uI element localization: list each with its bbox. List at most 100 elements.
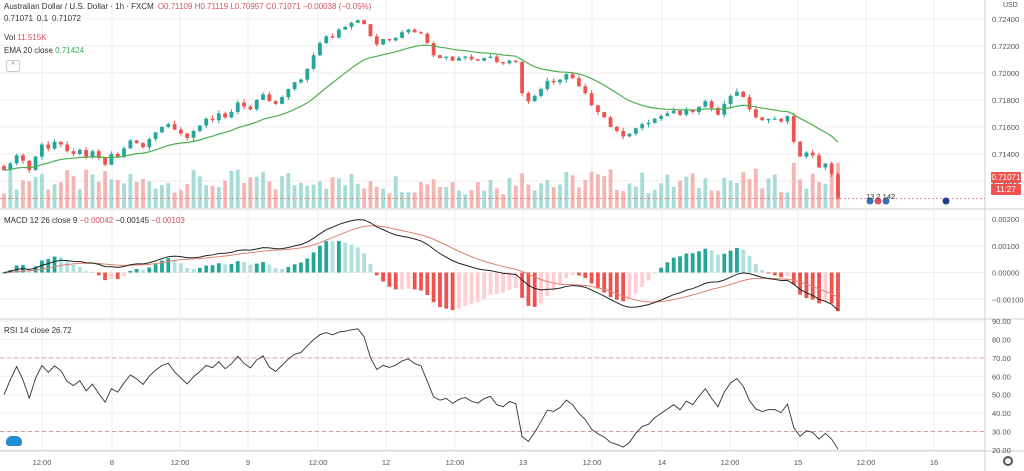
volume-bar	[292, 185, 297, 208]
volume-bar	[381, 188, 385, 208]
candle-body	[589, 93, 594, 106]
macd-histogram-bar	[539, 272, 543, 304]
candle-body	[40, 144, 44, 157]
cloud-icon[interactable]	[6, 436, 22, 446]
macd-histogram-bar	[261, 261, 265, 273]
volume-bar	[804, 188, 809, 208]
volume-bar	[305, 185, 310, 208]
time-tick-label: 9	[246, 458, 250, 467]
spread-value: 0.1	[36, 14, 49, 23]
candle-body	[368, 24, 373, 37]
volume-bar	[488, 179, 493, 208]
macd-histogram-bar	[381, 272, 385, 282]
volume-bar	[577, 187, 581, 208]
candle-body	[431, 43, 436, 56]
macd-histogram-bar	[798, 272, 802, 295]
candle-body	[766, 118, 771, 121]
macd-histogram-bar	[621, 272, 626, 302]
time-tick-label: 12:00	[171, 458, 190, 467]
time-tick-label: 14	[658, 458, 666, 467]
macd-histogram-bar	[665, 262, 670, 273]
macd-histogram-bar	[419, 272, 423, 291]
volume-bar	[128, 173, 133, 208]
volume-bar	[166, 183, 171, 208]
candle-body	[513, 60, 518, 63]
macd-histogram-bar	[355, 247, 360, 273]
volume-bar	[475, 182, 480, 208]
macd-histogram-bar	[589, 272, 594, 284]
candle-body	[728, 95, 733, 104]
candle-body	[286, 89, 291, 98]
last-price-tag: 0.71071	[991, 172, 1021, 183]
macd-histogram-bar	[475, 272, 480, 302]
candle-body	[678, 110, 682, 115]
volume-bar	[204, 185, 209, 208]
volume-bar	[494, 188, 499, 208]
macd-histogram-bar	[735, 248, 739, 273]
volume-bar	[425, 184, 430, 208]
ask-button[interactable]: 0.71072	[52, 14, 81, 23]
candle-body	[292, 82, 297, 90]
macd-histogram-bar	[513, 272, 518, 289]
volume-bar	[324, 188, 329, 208]
volume-bar	[520, 173, 524, 208]
macd-histogram-bar	[229, 264, 234, 273]
candle-body	[14, 155, 19, 164]
macd-histogram-bar	[128, 270, 133, 273]
volume-bar	[58, 182, 63, 208]
volume-bar	[242, 182, 246, 208]
macd-histogram-bar	[741, 249, 746, 273]
candle-body	[21, 155, 25, 161]
volume-bar	[431, 179, 436, 208]
candle-body	[425, 33, 430, 44]
rsi-tick-label: 30.00	[992, 428, 1011, 437]
candle-body	[122, 148, 126, 157]
candle-body	[482, 57, 487, 61]
macd-signal-value: −0.00103	[151, 216, 185, 225]
volume-bar	[772, 174, 777, 208]
macd-histogram-bar	[33, 266, 38, 273]
volume-bar	[652, 189, 657, 208]
gear-icon[interactable]	[1003, 456, 1013, 466]
macd-histogram-bar	[678, 256, 682, 273]
macd-histogram-bar	[602, 272, 607, 293]
rsi-legend[interactable]: RSI 14 close 26.72	[4, 326, 72, 335]
candle-body	[8, 163, 13, 171]
macd-histogram-bar	[551, 272, 556, 291]
macd-histogram-bar	[545, 272, 550, 296]
candle-body	[419, 32, 423, 34]
macd-histogram-bar	[235, 261, 240, 273]
candle-body	[330, 36, 335, 38]
macd-histogram-bar	[115, 272, 120, 280]
ema-label: EMA 20 close	[4, 46, 53, 55]
volume-bar	[766, 178, 771, 208]
candle-body	[374, 36, 379, 45]
macd-legend[interactable]: MACD 12 26 close 9 −0.00042 −0.00145 −0.…	[4, 216, 185, 225]
candle-body	[77, 149, 82, 154]
collapse-legend-button[interactable]: ^	[6, 60, 20, 72]
macd-histogram-bar	[463, 272, 468, 306]
candle-body	[109, 153, 114, 165]
volume-label: Vol	[4, 33, 16, 42]
candle-body	[299, 79, 303, 83]
volume-bar	[229, 170, 234, 208]
candle-body	[836, 174, 840, 199]
volume-legend[interactable]: Vol 11.515K	[4, 33, 47, 42]
ema-legend[interactable]: EMA 20 close 0.71424	[4, 46, 84, 55]
volume-bar	[115, 180, 120, 208]
time-tick-label: 12	[382, 458, 390, 467]
volume-bar	[172, 192, 177, 208]
volume-bar	[545, 179, 550, 208]
time-tick-label: 12:00	[446, 458, 465, 467]
volume-bar	[362, 188, 367, 208]
volume-bar	[318, 181, 322, 208]
macd-histogram-bar	[267, 264, 272, 273]
candle-body	[507, 60, 512, 64]
bid-button[interactable]: 0.71071	[4, 14, 33, 23]
macd-histogram-bar	[558, 272, 562, 285]
volume-bar	[330, 177, 335, 208]
symbol-title[interactable]: Australian Dollar / U.S. Dollar · 1h · F…	[4, 2, 154, 11]
candle-body	[558, 79, 562, 83]
volume-bar	[829, 170, 834, 208]
